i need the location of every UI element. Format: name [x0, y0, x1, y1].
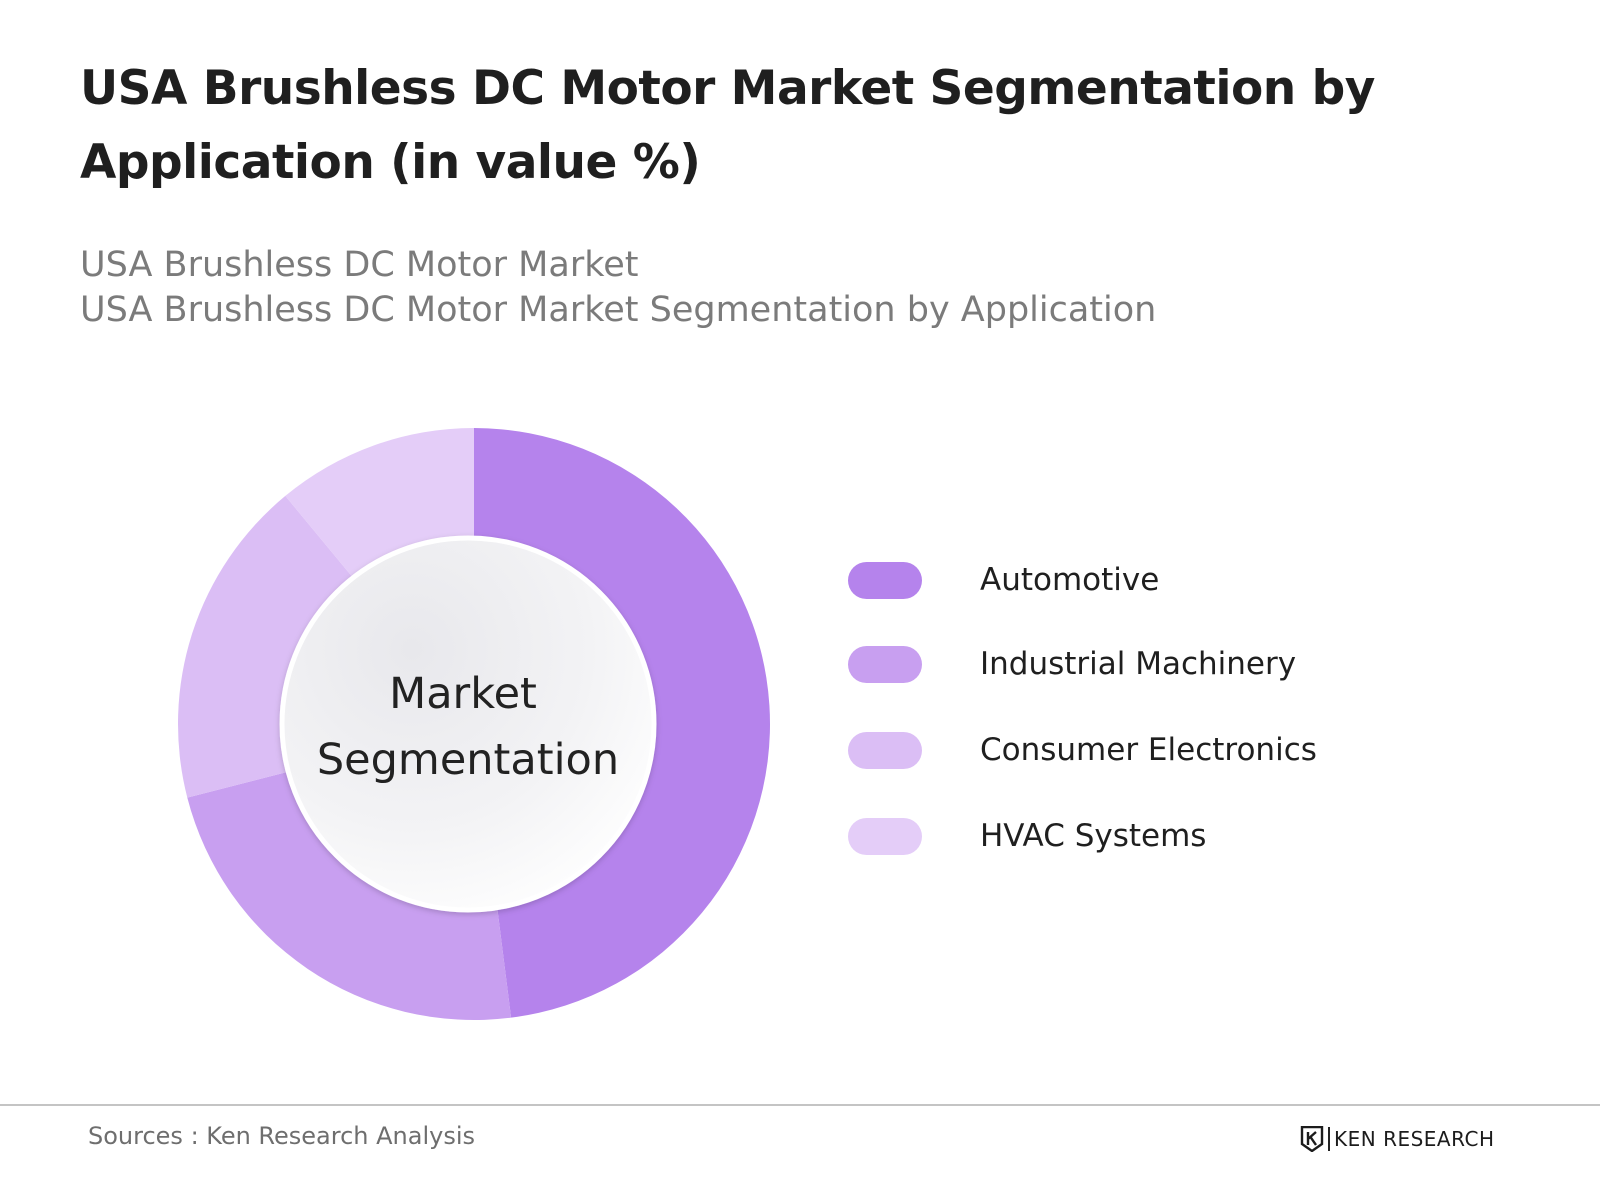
legend-swatch-consumer-electronics [848, 732, 922, 769]
legend-item-automotive: Automotive [848, 560, 1448, 600]
chart-title: USA Brushless DC Motor Market Segmentati… [80, 61, 1375, 190]
legend-label-consumer-electronics: Consumer Electronics [980, 732, 1317, 768]
legend-label-automotive: Automotive [980, 562, 1160, 598]
legend-swatch-automotive [848, 562, 922, 599]
legend-swatch-hvac-systems [848, 818, 922, 855]
ken-research-logo-icon [1300, 1126, 1324, 1152]
donut-slice-consumer-electronics [178, 495, 379, 798]
ken-research-logo-text: KEN RESEARCH [1334, 1127, 1495, 1151]
center-label-line1: Market [389, 669, 537, 719]
donut-slice-industrial-machinery [187, 761, 512, 1020]
legend-item-industrial-machinery: Industrial Machinery [848, 644, 1448, 684]
sources-note: Sources : Ken Research Analysis [88, 1122, 476, 1150]
legend-label-industrial-machinery: Industrial Machinery [980, 646, 1297, 682]
chart-subtitle-line1: USA Brushless DC Motor Market [80, 245, 639, 285]
center-label-line2: Segmentation [317, 735, 619, 785]
footer-divider [0, 1104, 1600, 1106]
legend-label-hvac-systems: HVAC Systems [980, 818, 1207, 854]
chart-subtitle-line2: USA Brushless DC Motor Market Segmentati… [80, 290, 1157, 330]
legend-item-hvac-systems: HVAC Systems [848, 816, 1448, 856]
logo-separator [1328, 1127, 1330, 1151]
legend-item-consumer-electronics: Consumer Electronics [848, 730, 1448, 770]
legend-swatch-industrial-machinery [848, 646, 922, 683]
donut-center-disc [279, 535, 657, 913]
ken-research-logo: KEN RESEARCH [1300, 1124, 1520, 1154]
